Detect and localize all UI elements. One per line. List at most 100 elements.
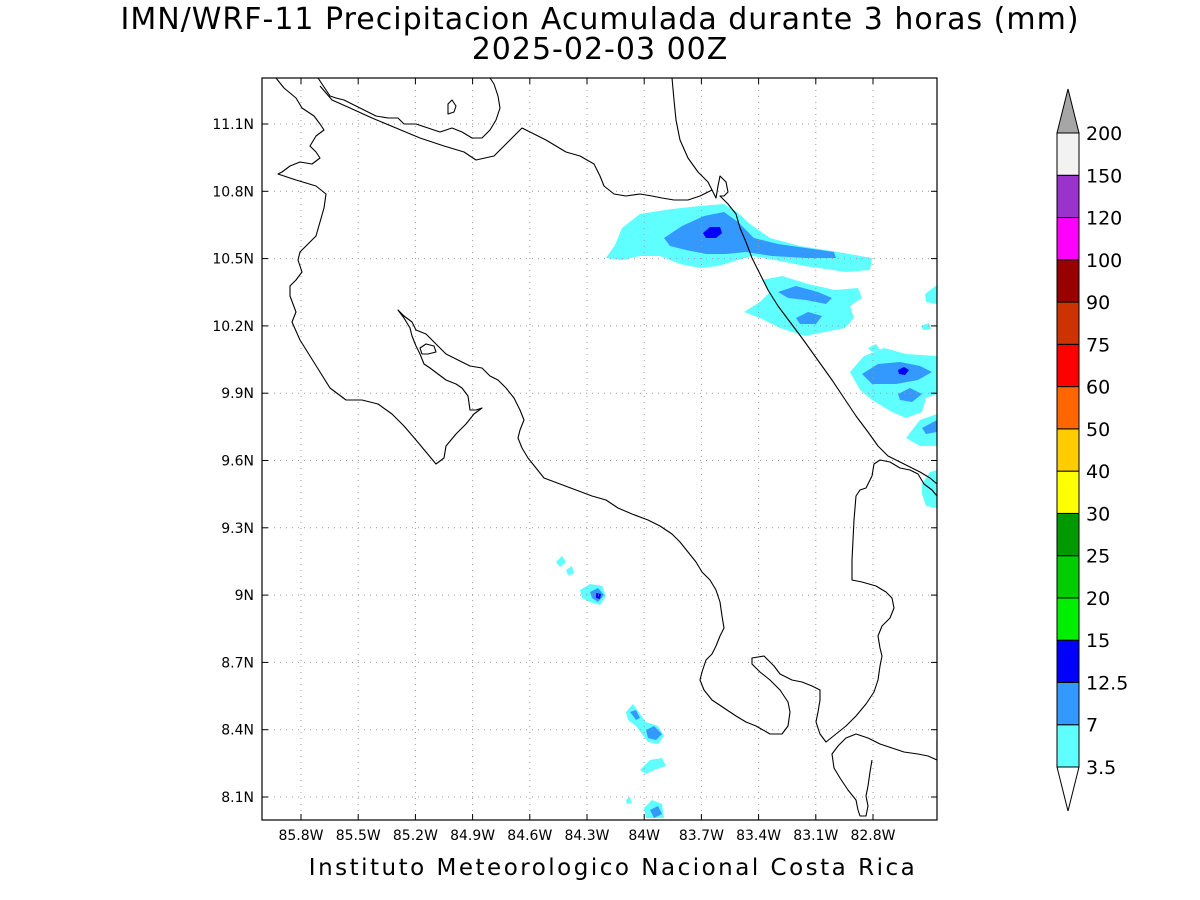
lat-label: 8.1N <box>221 790 254 806</box>
colorbar-swatch <box>1056 343 1080 388</box>
latitude-labels: 11.1N 10.8N 10.5N 10.2N 9.9N 9.6N 9.3N 9N 8.7N 8.… <box>212 117 254 806</box>
precip-region-2 <box>744 276 862 336</box>
colorbar-swatch <box>1056 512 1080 557</box>
colorbar-under-arrow <box>1056 766 1080 812</box>
colorbar-label: 15 <box>1086 630 1110 652</box>
colorbar-label: 12.5 <box>1086 672 1128 694</box>
colorbar-swatch <box>1056 639 1080 683</box>
precip-region-3 <box>850 344 937 508</box>
precip-contour-3.5 <box>868 344 880 352</box>
precip-contour-7 <box>922 420 937 434</box>
colorbar-label: 40 <box>1086 461 1110 483</box>
lake-island <box>447 99 457 115</box>
precip-contour-3.5 <box>925 285 937 304</box>
lon-label: 84W <box>628 828 660 844</box>
lon-label: 85.5W <box>336 828 381 844</box>
colorbar-swatch <box>1056 428 1080 472</box>
precip-contour-7 <box>664 212 836 258</box>
precip-region-6 <box>626 797 664 818</box>
colorbar-swatch <box>1056 217 1080 261</box>
precip-contour-7 <box>862 362 932 384</box>
colorbar-swatch <box>1056 681 1080 726</box>
lon-label: 85.2W <box>393 828 438 844</box>
precip-contour-3.5 <box>556 556 566 567</box>
precip-contour-12.5 <box>596 593 601 599</box>
precip-contour-3.5 <box>744 276 862 336</box>
colorbar-swatch <box>1056 555 1080 599</box>
gulf-island <box>419 343 437 355</box>
precip-region-5 <box>626 704 666 774</box>
lon-label: 82.8W <box>850 828 895 844</box>
map-frame <box>261 77 938 821</box>
lat-label: 9.6N <box>221 454 254 470</box>
precip-contour-7 <box>778 286 832 304</box>
lon-label: 84.3W <box>564 828 609 844</box>
panama-osa-coast <box>831 733 937 817</box>
colorbar-label: 7 <box>1086 715 1098 737</box>
precip-region-4 <box>556 556 606 605</box>
lon-label: 83.1W <box>793 828 838 844</box>
colorbar-swatch <box>1056 724 1080 768</box>
colorbar-swatch <box>1056 470 1080 514</box>
lon-label: 84.9W <box>450 828 495 844</box>
precipitation-shading <box>556 204 937 818</box>
colorbar-swatch <box>1056 259 1080 303</box>
precip-contour-7 <box>796 312 822 324</box>
lon-label: 85.8W <box>278 828 323 844</box>
precip-region-1 <box>606 204 872 272</box>
colorbar-over-arrow <box>1056 88 1080 134</box>
colorbar-label: 20 <box>1086 588 1110 610</box>
precip-contour-12.5 <box>703 227 722 238</box>
credit-text: Instituto Meteorologico Nacional Costa R… <box>308 855 918 881</box>
precip-contour-3.5 <box>921 323 931 330</box>
colorbar-label: 120 <box>1086 208 1122 230</box>
precip-contour-3.5 <box>922 470 937 508</box>
colorbar-swatch <box>1056 132 1080 176</box>
colorbar-swatch <box>1056 597 1080 641</box>
precip-region-edge <box>921 285 937 330</box>
colorbar-label: 3.5 <box>1086 757 1116 779</box>
coastlines <box>275 78 937 817</box>
map-title: IMN/WRF-11 Precipitacion Acumulada duran… <box>120 2 1080 37</box>
lat-label: 8.4N <box>221 723 254 739</box>
precip-contour-3.5 <box>626 797 632 804</box>
precip-contour-7 <box>646 726 662 740</box>
nicaragua-border-south <box>319 85 713 201</box>
colorbar-label: 200 <box>1086 123 1122 145</box>
colorbar-label: 100 <box>1086 250 1122 272</box>
graticule <box>262 78 937 820</box>
precip-contour-7 <box>630 710 640 720</box>
caribbean-coast <box>671 78 937 485</box>
lat-label: 10.5N <box>212 252 254 268</box>
lat-label: 9.9N <box>221 386 254 402</box>
lat-label: 10.2N <box>212 319 254 335</box>
lat-label: 11.1N <box>212 117 254 133</box>
colorbar-swatch <box>1056 301 1080 345</box>
nicaragua-border <box>317 78 501 139</box>
precip-contour-7 <box>898 388 922 402</box>
colorbar-swatch <box>1056 174 1080 219</box>
axis-ticks <box>262 78 937 820</box>
lon-label: 83.4W <box>736 828 781 844</box>
lat-label: 9.3N <box>221 521 254 537</box>
colorbar-swatch <box>1056 386 1080 430</box>
precip-contour-3.5 <box>640 758 666 774</box>
lat-label: 8.7N <box>221 655 254 671</box>
colorbar-label: 30 <box>1086 503 1110 525</box>
nicaragua-pacific-coast <box>275 78 937 743</box>
lon-label: 83.7W <box>679 828 724 844</box>
precip-contour-3.5 <box>906 414 937 446</box>
precip-contour-7 <box>650 806 662 818</box>
colorbar-label: 90 <box>1086 292 1110 314</box>
map-subtitle: 2025-02-03 00Z <box>471 32 729 67</box>
colorbar-label: 50 <box>1086 419 1110 441</box>
lat-label: 10.8N <box>212 184 254 200</box>
longitude-labels: 85.8W 85.5W 85.2W 84.9W 84.6W 84.3W 84W 83.7W 83… <box>278 828 895 844</box>
lon-label: 84.6W <box>507 828 552 844</box>
precip-contour-3.5 <box>566 566 574 575</box>
precip-contour-3.5 <box>626 704 664 744</box>
colorbar-label: 75 <box>1086 334 1110 356</box>
colorbar-label: 25 <box>1086 546 1110 568</box>
colorbar-label: 150 <box>1086 165 1122 187</box>
